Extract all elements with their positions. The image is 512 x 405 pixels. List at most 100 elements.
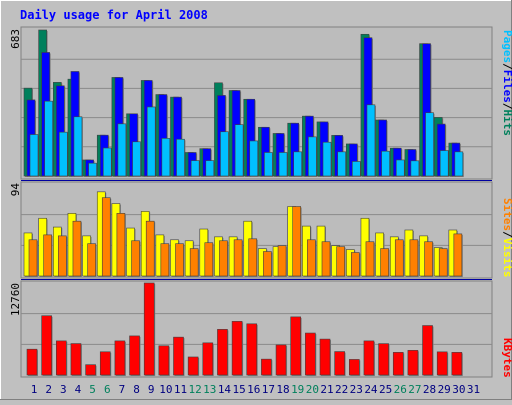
legend-hits-files-pages: Pages/Files/Hits: [501, 30, 512, 136]
day-label: 14: [218, 383, 232, 396]
day-label: 19: [291, 383, 304, 396]
bar-sites-day-16: [248, 238, 258, 277]
day-label: 30: [452, 383, 465, 396]
bar-kbytes-day-4: [70, 343, 82, 376]
bar-sites-day-4: [72, 220, 82, 277]
bar-pages-day-8: [132, 141, 141, 177]
bar-sites-day-17: [263, 251, 272, 277]
day-label: 2: [45, 383, 52, 396]
day-label: 3: [60, 383, 67, 396]
bar-kbytes-day-9: [143, 282, 155, 376]
day-label: 21: [320, 383, 333, 396]
day-label: 12: [189, 383, 202, 396]
bar-pages-day-6: [102, 147, 112, 177]
day-axis-labels: 1 2 3 4 5 6 7 8 9 10 11 12 13 14 15 16 17 18 19 20 21 22 23 24 2…: [31, 383, 480, 396]
day-label: 31: [467, 383, 480, 396]
bar-pages-day-16: [249, 140, 259, 177]
legend-pages: Pages: [501, 30, 512, 63]
day-label: 22: [335, 383, 348, 396]
bar-pages-day-11: [176, 138, 185, 177]
visits-panel-ymax-label: 94: [9, 183, 22, 197]
bar-kbytes-day-7: [114, 340, 126, 376]
legend-separator: /: [501, 103, 512, 110]
bar-pages-day-26: [395, 159, 405, 177]
legend-separator: /: [501, 63, 512, 70]
day-label: 8: [133, 383, 140, 396]
bar-kbytes-day-19: [290, 316, 302, 376]
kbytes-panel: 12760 KBytes: [9, 280, 512, 378]
hits-files-pages-panel: 683 Pages/Files/Hits: [9, 26, 512, 180]
bar-pages-day-22: [337, 151, 346, 177]
bar-sites-day-21: [321, 241, 331, 277]
bar-kbytes-day-15: [231, 321, 243, 376]
bar-kbytes-day-3: [55, 340, 67, 376]
bar-sites-day-1: [28, 239, 38, 277]
bar-sites-day-10: [160, 243, 170, 277]
day-label: 16: [247, 383, 260, 396]
bar-pages-day-20: [308, 136, 317, 177]
bar-pages-day-5: [88, 162, 97, 177]
day-label: 13: [203, 383, 216, 396]
kbytes-panel-ymax-label: 12760: [9, 283, 22, 316]
day-label: 10: [159, 383, 172, 396]
bar-pages-day-15: [234, 124, 244, 177]
bar-pages-day-28: [425, 112, 434, 177]
bar-sites-day-12: [189, 248, 199, 277]
legend-kbytes: KBytes: [501, 338, 512, 378]
bar-kbytes-day-17: [261, 358, 272, 376]
hits-panel-bars: [23, 29, 464, 178]
bar-kbytes-day-26: [392, 352, 404, 376]
bar-pages-day-1: [29, 134, 39, 177]
day-label: 25: [379, 383, 392, 396]
bar-kbytes-day-12: [187, 356, 199, 376]
bar-sites-day-6: [101, 197, 111, 277]
bar-pages-day-29: [439, 150, 449, 177]
bar-pages-day-27: [410, 160, 420, 177]
bar-sites-day-18: [277, 245, 287, 277]
kbytes-panel-bars: [26, 282, 463, 376]
bar-sites-day-24: [365, 241, 375, 277]
bar-pages-day-18: [278, 152, 288, 177]
bar-sites-day-19: [292, 206, 302, 277]
bar-sites-day-22: [336, 246, 345, 277]
bar-kbytes-day-18: [275, 344, 287, 376]
bar-kbytes-day-2: [41, 315, 52, 376]
bar-sites-day-14: [219, 240, 228, 277]
day-label: 1: [31, 383, 38, 396]
bar-pages-day-4: [73, 116, 83, 177]
chart-title: Daily usage for April 2008: [20, 8, 208, 22]
day-label: 20: [306, 383, 319, 396]
bar-sites-day-26: [394, 239, 404, 277]
bar-pages-day-13: [205, 160, 215, 177]
day-label: 11: [174, 383, 187, 396]
bar-pages-day-3: [58, 131, 68, 177]
bar-kbytes-day-16: [246, 323, 258, 376]
legend-visits: Visits: [501, 238, 512, 278]
bar-pages-day-24: [366, 104, 376, 177]
bar-sites-day-15: [233, 239, 243, 277]
day-label: 17: [262, 383, 275, 396]
bar-pages-day-12: [190, 160, 200, 177]
visits-panel-bars: [23, 191, 463, 277]
bar-kbytes-day-30: [451, 352, 463, 376]
bar-sites-day-8: [131, 240, 140, 277]
bar-kbytes-day-5: [85, 364, 96, 376]
bar-sites-day-3: [57, 235, 67, 277]
bar-pages-day-25: [381, 150, 390, 177]
bar-kbytes-day-10: [158, 345, 170, 376]
bar-kbytes-day-25: [378, 343, 389, 376]
bar-kbytes-day-11: [173, 336, 184, 376]
kbytes-panel-legend: KBytes: [501, 338, 512, 378]
bar-kbytes-day-13: [202, 342, 214, 376]
hits-panel-ymax-label: 683: [9, 29, 22, 49]
day-label: 24: [364, 383, 378, 396]
bar-sites-day-9: [145, 220, 155, 277]
bar-kbytes-day-27: [407, 350, 419, 376]
bar-kbytes-day-21: [319, 338, 331, 376]
bar-kbytes-day-23: [348, 359, 360, 376]
visits-sites-panel: 94 Sites/Visits: [9, 181, 512, 279]
bar-sites-day-29: [438, 248, 448, 277]
bar-pages-day-9: [146, 106, 156, 177]
bar-kbytes-day-6: [99, 351, 111, 376]
